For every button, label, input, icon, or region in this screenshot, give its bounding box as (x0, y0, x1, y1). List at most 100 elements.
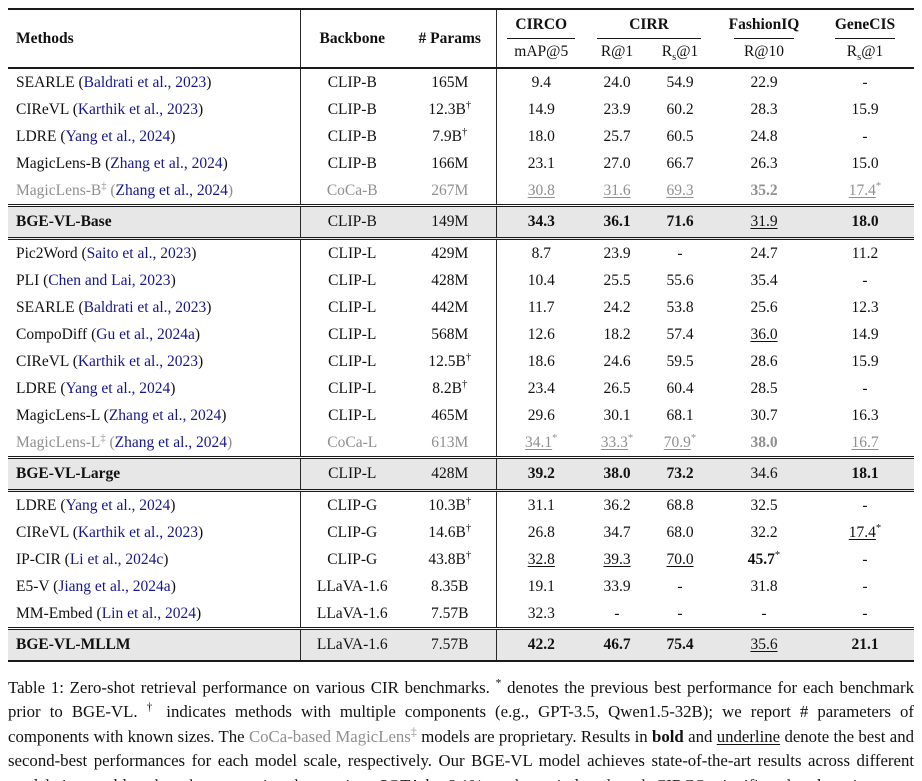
value-cell: 11.7 (527, 298, 555, 316)
backbone-cell: CoCa-B (326, 181, 378, 199)
value-cell: 18.6 (527, 352, 555, 370)
value-cell: 36.0 (750, 325, 778, 343)
value-cell: - (614, 604, 620, 622)
citation-link[interactable]: Lin et al., 2024 (101, 604, 196, 622)
group-header-row: Methods Backbone # Params CIRCO CIRR Fas… (8, 9, 914, 68)
col-header-r-s-1: Rs@1 (661, 43, 699, 64)
col-header-methods: Methods (8, 9, 301, 68)
params-cell: 267M (404, 177, 497, 206)
value-cell: 35.6 (712, 627, 816, 662)
backbone-cell: CLIP-B (327, 127, 377, 145)
params-cell: 7.57B (404, 627, 497, 662)
citation-link[interactable]: Karthik et al., 2023 (77, 352, 198, 370)
method-row-searle: SEARLE (Baldrati et al., 2023) CLIP-B 165M… (8, 68, 914, 96)
method-name: LDRE (16, 379, 57, 397)
citation-link[interactable]: Zhang et al., 2024 (114, 433, 228, 451)
group-rule (734, 38, 794, 39)
params-cell: 12.3B† (404, 96, 497, 123)
backbone-cell: CLIP-L (328, 379, 377, 397)
citation-link[interactable]: Zhang et al., 2024 (115, 181, 228, 199)
citation-link[interactable]: Baldrati et al., 2023 (83, 73, 207, 91)
method-cell: BGE-VL-Large (8, 456, 301, 492)
value-cell: 12.3 (851, 298, 879, 316)
citation-link[interactable]: Zhang et al., 2024 (108, 406, 222, 424)
value-cell: 24.2 (603, 298, 631, 316)
citation-link[interactable]: Baldrati et al., 2023 (83, 298, 207, 316)
caption-segment: indicates methods with multiple componen… (8, 702, 915, 746)
value-cell: 60.4 (666, 379, 694, 397)
method-row-compodiff: CompoDiff (Gu et al., 2024a) CLIP-L 568M 12… (8, 321, 914, 348)
params-cell: 568M (404, 321, 497, 348)
group-label: CIRR (629, 16, 669, 33)
value-cell: 30.8 (527, 181, 555, 199)
method-cell: Pic2Word (Saito et al., 2023) (8, 238, 301, 267)
backbone-cell: CLIP-L (300, 456, 404, 492)
citation-link[interactable]: Jiang et al., 2024a (58, 577, 171, 595)
citation-link[interactable]: Karthik et al., 2023 (77, 523, 198, 541)
caption-segment: Table 1: Zero-shot retrieval performance… (8, 678, 496, 697)
value-cell: - (677, 244, 683, 262)
citation-link[interactable]: Gu et al., 2024a (96, 325, 195, 343)
prev-best-mark: * (690, 432, 697, 444)
value-cell: 35.4 (750, 271, 778, 289)
group-label: CIRCO (515, 16, 568, 33)
citation-link[interactable]: Chen and Lai, 2023 (48, 271, 171, 289)
benchmark-group-cirr: CIRR (586, 9, 712, 39)
value-cell: 18.0 (527, 127, 555, 145)
method-row-cirevl: CIReVL (Karthik et al., 2023) CLIP-G 14.6B… (8, 519, 914, 546)
method-row-e5-v: E5-V (Jiang et al., 2024a) LLaVA-1.6 8.35B… (8, 573, 914, 600)
method-name: CIReVL (16, 352, 69, 370)
params-cell: 7.57B (404, 600, 497, 629)
method-name: Pic2Word (16, 244, 78, 262)
group-label: FashionIQ (728, 16, 800, 33)
method-cell: BGE-VL-MLLM (8, 627, 301, 662)
prev-best-mark: * (875, 522, 882, 534)
method-row-searle: SEARLE (Baldrati et al., 2023) CLIP-L 442M… (8, 294, 914, 321)
value-cell: 18.1 (816, 456, 914, 492)
method-name: PLI (16, 271, 40, 289)
value-cell: 70.0 (666, 550, 694, 568)
citation-link[interactable]: Li et al., 2024c (69, 550, 164, 568)
method-cell: MagicLens-B‡ (Zhang et al., 2024) (8, 177, 301, 206)
col-header-params: # Params (404, 9, 497, 68)
multi-component-mark: † (465, 99, 472, 111)
multi-component-mark: † (465, 351, 472, 363)
value-cell: 18.2 (603, 325, 631, 343)
value-cell: 19.1 (527, 577, 555, 595)
value-cell: 24.8 (750, 127, 778, 145)
citation-link[interactable]: Zhang et al., 2024 (110, 154, 223, 172)
multi-component-mark: † (465, 495, 472, 507)
value-cell: 16.3 (851, 406, 879, 424)
prev-best-mark: * (875, 180, 882, 192)
value-cell: - (862, 127, 868, 145)
value-cell: 23.9 (603, 244, 631, 262)
value-cell: - (862, 604, 868, 622)
value-cell: 70.9* (663, 432, 697, 451)
method-cell: LDRE (Yang et al., 2024) (8, 490, 301, 519)
group-rule (597, 38, 701, 39)
method-name: BGE-VL-MLLM (16, 636, 131, 653)
value-cell: 24.0 (603, 73, 631, 91)
method-name: LDRE (16, 127, 57, 145)
value-cell: - (862, 379, 868, 397)
value-cell: 31.9 (712, 204, 816, 240)
value-cell: 18.0 (816, 204, 914, 240)
backbone-cell: CoCa-L (327, 433, 378, 451)
col-header-map-5: mAP@5 (514, 43, 569, 60)
citation-link[interactable]: Yang et al., 2024 (65, 127, 171, 145)
citation-link[interactable]: Yang et al., 2024 (65, 379, 171, 397)
value-cell: 28.3 (750, 100, 778, 118)
value-cell: - (862, 73, 868, 91)
value-cell: 38.0 (750, 433, 778, 451)
method-name: CIReVL (16, 100, 69, 118)
method-name: LDRE (16, 496, 57, 514)
citation-link[interactable]: Saito et al., 2023 (86, 244, 192, 262)
params-cell: 613M (404, 429, 497, 458)
value-cell: 45.7* (747, 549, 781, 568)
method-name: SEARLE (16, 73, 75, 91)
params-cell: 149M (404, 204, 497, 240)
citation-link[interactable]: Yang et al., 2024 (65, 496, 171, 514)
citation-link[interactable]: Karthik et al., 2023 (77, 100, 198, 118)
value-cell: 24.7 (750, 244, 778, 262)
